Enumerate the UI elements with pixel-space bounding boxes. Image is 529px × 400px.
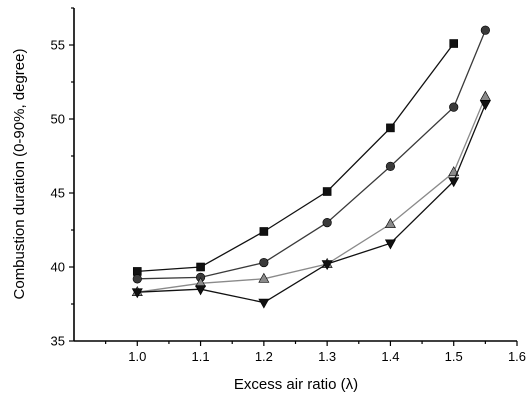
series-2-line <box>137 29 487 280</box>
x-tick-label: 1.2 <box>255 349 273 364</box>
data-point-square <box>132 267 142 276</box>
x-tick-label: 1.6 <box>508 349 526 364</box>
data-point-square <box>449 39 459 48</box>
data-point-triangle-down <box>321 260 333 271</box>
data-point-circle <box>259 257 269 268</box>
data-point-triangle-up <box>479 90 491 101</box>
series-1 <box>132 39 459 276</box>
data-point-triangle-down <box>479 100 491 111</box>
y-axis-title: Combustion duration (0-90%, degree) <box>11 49 28 300</box>
x-tick-label: 1.4 <box>381 349 399 364</box>
y-tick-label: 40 <box>51 260 65 275</box>
data-point-triangle-down <box>195 285 207 296</box>
x-axis-title: Excess air ratio (λ) <box>234 376 358 393</box>
data-point-triangle-down <box>384 239 396 250</box>
series-4-line <box>137 103 487 304</box>
x-tick-label: 1.0 <box>128 349 146 364</box>
data-point-square <box>196 262 205 272</box>
series-group <box>131 25 491 309</box>
series-1-line <box>137 43 455 273</box>
data-point-square <box>386 123 395 133</box>
series-3 <box>131 90 491 296</box>
data-point-square <box>322 187 332 196</box>
x-tick-label: 1.3 <box>318 349 336 364</box>
y-tick-label: 45 <box>51 186 65 201</box>
x-tick-label: 1.5 <box>445 349 463 364</box>
series-2 <box>132 25 490 284</box>
x-tick-label: 1.1 <box>192 349 210 364</box>
data-point-circle <box>480 25 490 35</box>
y-tick-label: 50 <box>51 112 65 127</box>
data-point-square <box>259 227 269 236</box>
y-tick-label: 35 <box>51 334 65 349</box>
data-point-circle <box>385 161 396 171</box>
y-tick-label: 55 <box>51 38 65 53</box>
data-point-circle <box>449 102 459 112</box>
data-point-triangle-down <box>258 298 270 309</box>
data-point-triangle-down <box>448 177 460 188</box>
data-point-triangle-down <box>131 288 143 299</box>
data-point-triangle-up <box>384 217 396 228</box>
ticks: 1.0 1.1 1.2 1.3 1.4 1.5 1.6 35 40 45 50 55 <box>51 7 526 364</box>
data-point-circle <box>322 218 332 228</box>
series-4 <box>131 100 491 309</box>
data-point-circle <box>132 274 142 284</box>
data-point-triangle-up <box>258 272 270 283</box>
